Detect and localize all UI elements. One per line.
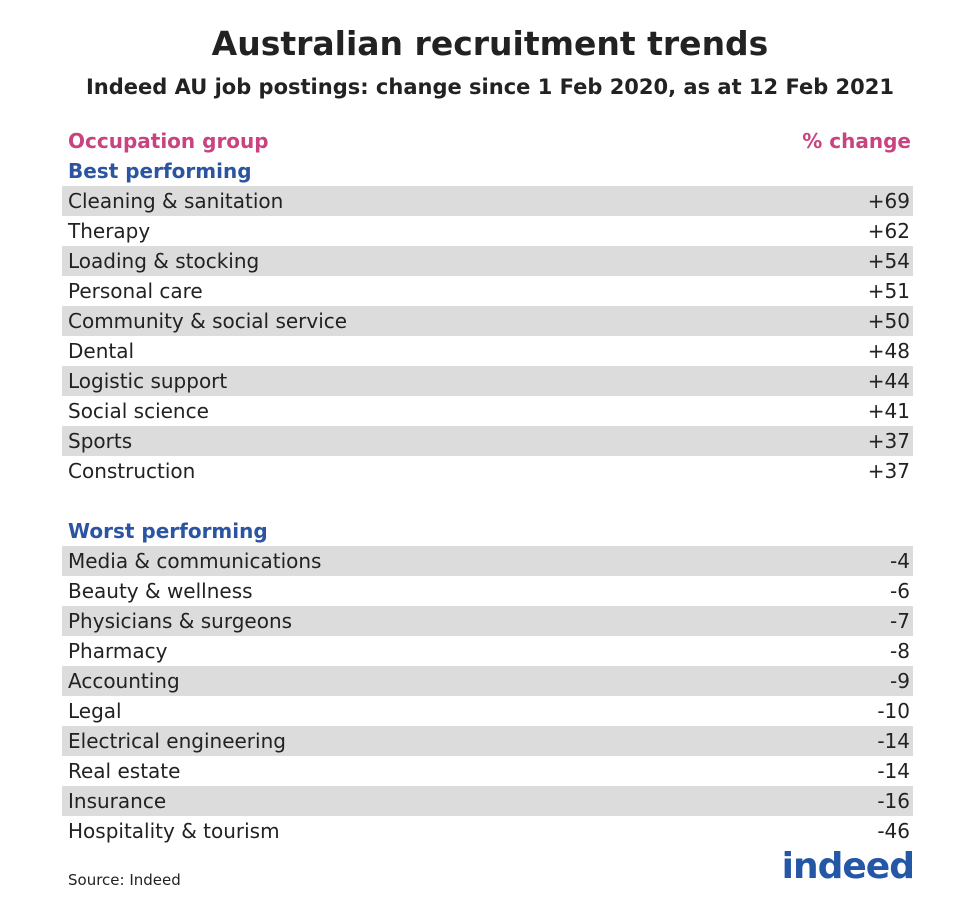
table-row: Accounting -9 <box>62 666 913 696</box>
change: -46 <box>877 819 910 843</box>
table-row: Dental +48 <box>62 336 913 366</box>
occupation: Community & social service <box>68 309 348 333</box>
occupation: Dental <box>68 339 135 363</box>
table-row: Therapy +62 <box>62 216 913 246</box>
occupation: Accounting <box>68 669 180 693</box>
change: +37 <box>867 429 910 453</box>
section-title: Best performing <box>68 159 252 183</box>
logo: indeed <box>781 846 915 887</box>
change: +41 <box>867 399 910 423</box>
occupation: Loading & stocking <box>68 249 260 273</box>
occupation: Hospitality & tourism <box>68 819 280 843</box>
change: -14 <box>877 759 910 783</box>
change: -4 <box>890 549 910 573</box>
source: Source: Indeed <box>68 871 181 889</box>
table-row: Personal care +51 <box>62 276 913 306</box>
table-row: Sports +37 <box>62 426 913 456</box>
change: -7 <box>890 609 910 633</box>
occupation: Cleaning & sanitation <box>68 189 284 213</box>
table-row: Logistic support +44 <box>62 366 913 396</box>
table-row: Real estate -14 <box>62 756 913 786</box>
table-row: Construction +37 <box>62 456 913 486</box>
change: +51 <box>867 279 910 303</box>
occupation: Personal care <box>68 279 203 303</box>
column-header: Occupation group <box>68 129 269 153</box>
table-row: Insurance -16 <box>62 786 913 816</box>
occupation: Media & communications <box>68 549 322 573</box>
occupation: Physicians & surgeons <box>68 609 293 633</box>
occupation: Sports <box>68 429 133 453</box>
table-row: Social science +41 <box>62 396 913 426</box>
occupation: Logistic support <box>68 369 228 393</box>
table-row: Community & social service +50 <box>62 306 913 336</box>
change: +54 <box>867 249 910 273</box>
change: +48 <box>867 339 910 363</box>
occupation: Electrical engineering <box>68 729 286 753</box>
change: -14 <box>877 729 910 753</box>
change: +50 <box>867 309 910 333</box>
change: -8 <box>890 639 910 663</box>
table-row: Electrical engineering -14 <box>62 726 913 756</box>
title: Australian recruitment trends <box>211 24 769 63</box>
table-row: Pharmacy -8 <box>62 636 913 666</box>
occupation: Real estate <box>68 759 181 783</box>
change: +62 <box>867 219 910 243</box>
occupation: Insurance <box>68 789 167 813</box>
change: +44 <box>867 369 910 393</box>
occupation: Social science <box>68 399 209 423</box>
change: -16 <box>877 789 910 813</box>
subtitle: Indeed AU job postings: change since 1 F… <box>85 75 894 99</box>
table-row: Cleaning & sanitation +69 <box>62 186 913 216</box>
table-row: Hospitality & tourism -46 <box>62 816 913 846</box>
occupation: Construction <box>68 459 196 483</box>
occupation: Pharmacy <box>68 639 168 663</box>
table-row: Loading & stocking +54 <box>62 246 913 276</box>
occupation: Legal <box>68 699 122 723</box>
occupation: Beauty & wellness <box>68 579 253 603</box>
table-row: Beauty & wellness -6 <box>62 576 913 606</box>
section-title: Worst performing <box>68 519 268 543</box>
table-row: Legal -10 <box>62 696 913 726</box>
change: +37 <box>867 459 910 483</box>
table-row: Physicians & surgeons -7 <box>62 606 913 636</box>
change: +69 <box>867 189 910 213</box>
occupation: Therapy <box>68 219 151 243</box>
table-row: Media & communications -4 <box>62 546 913 576</box>
change: -10 <box>877 699 910 723</box>
column-header: % change <box>802 129 911 153</box>
change: -6 <box>890 579 910 603</box>
change: -9 <box>890 669 910 693</box>
